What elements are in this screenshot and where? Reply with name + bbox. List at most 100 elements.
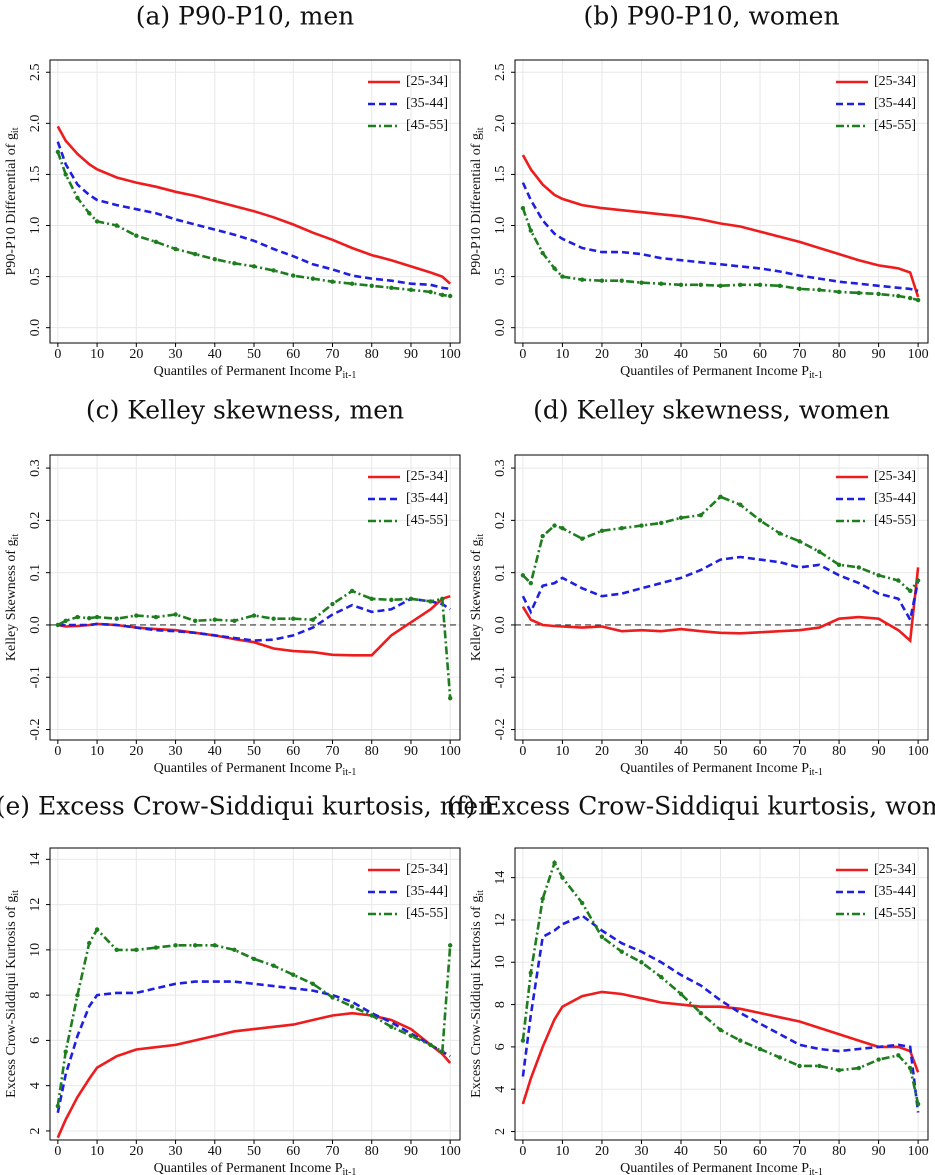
series-marker <box>63 1049 68 1054</box>
x-axis-label: Quantiles of Permanent Income Pit-1 <box>154 1161 357 1175</box>
series-marker <box>408 1033 414 1039</box>
y-tick-label: 0.1 <box>28 564 43 582</box>
series-marker <box>271 268 276 273</box>
series-marker <box>718 494 723 500</box>
series-marker <box>94 614 100 620</box>
y-tick-label: 0.3 <box>493 459 508 477</box>
series-marker <box>915 1101 921 1107</box>
x-tick-label: 0 <box>519 744 526 759</box>
x-axis-label-main: Quantiles of Permanent Income P <box>620 1161 809 1175</box>
series-line <box>56 980 451 1114</box>
x-tick-label: 80 <box>832 347 846 362</box>
series-marker <box>908 1065 913 1071</box>
x-tick-label: 30 <box>169 744 183 759</box>
x-axis-label-main: Quantiles of Permanent Income P <box>154 761 343 776</box>
series-marker <box>797 286 802 292</box>
x-axis-label-sub: it-1 <box>809 370 823 381</box>
x-tick-label: 50 <box>247 744 261 759</box>
series-marker <box>192 251 198 257</box>
series-marker <box>915 297 921 303</box>
y-axis-label-sub: it <box>10 127 21 133</box>
x-axis-label-sub: it-1 <box>343 370 357 381</box>
series-marker <box>552 523 557 528</box>
x-tick-label: 60 <box>753 1144 767 1159</box>
legend-label: [45-55] <box>874 118 916 133</box>
series-marker <box>447 695 453 701</box>
x-tick-label: 0 <box>54 1144 61 1159</box>
series-line <box>521 990 920 1105</box>
panel-title: (e) Excess Crow-Siddiqui kurtosis, men <box>0 792 494 821</box>
y-axis-label-main: Kelley Skewness of g <box>4 539 19 661</box>
x-tick-label: 60 <box>286 347 300 362</box>
series-marker <box>599 278 605 283</box>
series-marker <box>63 618 68 623</box>
series-marker <box>552 860 557 866</box>
series-marker <box>619 278 624 283</box>
legend-label: [25-34] <box>874 862 916 877</box>
x-axis-label: Quantiles of Permanent Income Pit-1 <box>154 364 357 381</box>
x-tick-label: 30 <box>634 744 648 759</box>
y-tick-label: 8 <box>493 1001 508 1008</box>
legend-label: [35-44] <box>406 96 448 111</box>
series-marker <box>251 613 257 618</box>
series-marker <box>915 578 921 583</box>
series-line <box>56 151 451 298</box>
series-marker <box>232 618 237 623</box>
y-tick-label: 10 <box>493 955 508 969</box>
legend-label: [35-44] <box>874 491 916 506</box>
series-marker <box>349 1004 355 1009</box>
series-marker <box>369 596 374 602</box>
series-marker <box>836 1067 842 1073</box>
series-marker <box>349 281 355 286</box>
series-marker <box>639 960 644 965</box>
x-axis-label-main: Quantiles of Permanent Income P <box>620 761 809 776</box>
x-axis-label-sub: it-1 <box>343 1167 357 1175</box>
y-axis-label: Kelley Skewness of git <box>4 534 21 661</box>
series-marker <box>192 618 198 623</box>
series-marker <box>528 970 534 976</box>
series-marker <box>540 533 545 539</box>
series-marker <box>173 612 178 617</box>
y-tick-label: 2 <box>493 1128 508 1135</box>
series-marker <box>896 1053 901 1058</box>
y-tick-label: 1.0 <box>28 217 43 235</box>
legend-label: [25-34] <box>874 469 916 484</box>
series-marker <box>777 283 782 288</box>
y-tick-label: 4 <box>493 1086 508 1093</box>
y-axis-label: Excess Crow-Siddiqui Kurtosis of git <box>4 890 21 1098</box>
x-tick-label: 10 <box>90 744 104 759</box>
series-marker <box>777 1055 782 1060</box>
x-tick-label: 70 <box>325 744 339 759</box>
y-axis-label-main: P90-P10 Differential of g <box>469 133 484 275</box>
series-marker <box>599 528 605 534</box>
series-marker <box>599 934 605 940</box>
y-tick-label: 0.0 <box>28 319 43 337</box>
series-line <box>521 914 920 1113</box>
y-axis-label-main: Kelley Skewness of g <box>469 539 484 661</box>
plot-frame <box>49 847 461 1141</box>
x-axis-label-main: Quantiles of Permanent Income P <box>154 364 343 379</box>
x-tick-label: 50 <box>714 347 728 362</box>
series-marker <box>447 293 453 299</box>
series-marker <box>212 943 217 948</box>
x-tick-label: 50 <box>247 1144 261 1159</box>
y-axis-label-main: P90-P10 Differential of g <box>4 133 19 275</box>
y-tick-label: 8 <box>28 992 43 999</box>
series-marker <box>192 943 198 948</box>
x-tick-label: 100 <box>440 347 461 362</box>
y-tick-label: 0.5 <box>493 268 508 286</box>
y-tick-label: -0.2 <box>493 718 508 740</box>
y-axis-label-sub: it <box>475 534 486 540</box>
x-tick-label: 50 <box>247 347 261 362</box>
series-marker <box>55 149 61 155</box>
y-axis-label-sub: it <box>10 534 21 540</box>
series-marker <box>738 1038 743 1043</box>
series-marker <box>876 1057 881 1062</box>
series-marker <box>560 526 565 531</box>
legend-label: [35-44] <box>406 491 448 506</box>
x-tick-label: 100 <box>440 1144 461 1159</box>
y-tick-label: 12 <box>493 913 508 927</box>
y-axis-label: P90-P10 Differential of git <box>469 127 486 275</box>
series-marker <box>440 292 445 298</box>
x-axis-label: Quantiles of Permanent Income Pit-1 <box>620 1161 823 1175</box>
